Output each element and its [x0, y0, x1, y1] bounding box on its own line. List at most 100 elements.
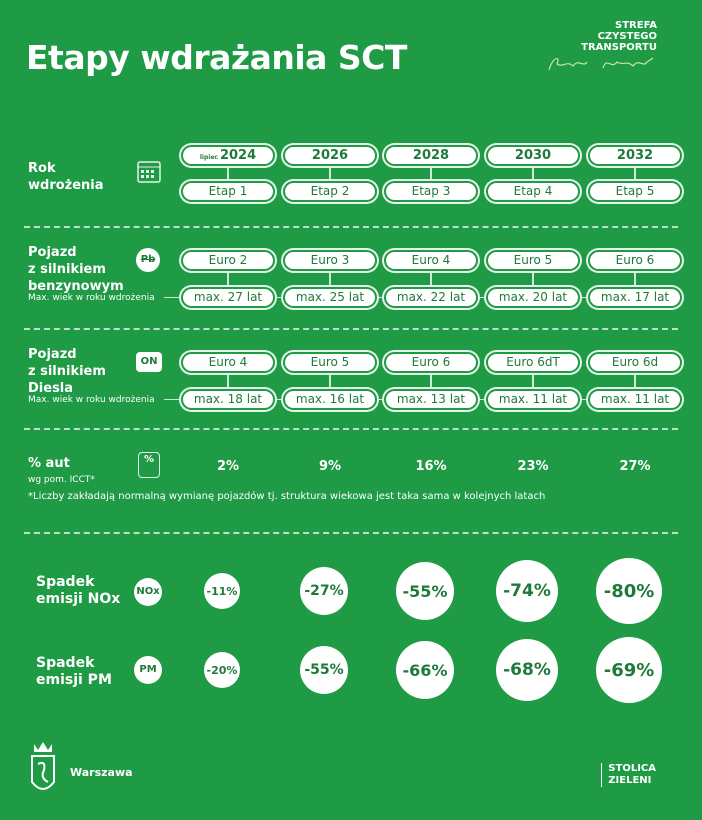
calendar-icon — [137, 161, 161, 183]
petrol-pb-icon: Pb — [136, 248, 160, 272]
max-age-label: Max. wiek w roku wdrożenia — [28, 395, 155, 405]
max-age-pill: max. 13 lat — [384, 389, 478, 410]
max-age-label: Max. wiek w roku wdrożenia — [28, 293, 155, 303]
stage-pill: Etap 1 — [181, 181, 275, 202]
pm-reduction-circle: -69% — [596, 637, 662, 703]
connector-line — [227, 165, 229, 183]
euro-norm-pill: Euro 6 — [588, 250, 682, 271]
divider — [24, 328, 678, 330]
connector-line — [430, 270, 432, 289]
connector-line — [430, 372, 432, 391]
label-line: Rok — [28, 161, 56, 176]
label-line: Pojazd — [28, 245, 77, 260]
label-line: Spadek — [36, 655, 95, 671]
connector-line — [634, 165, 636, 183]
nox-reduction-circle: -80% — [596, 558, 662, 624]
nox-reduction-circle: -27% — [300, 567, 348, 615]
connector-line — [329, 270, 331, 289]
connector-line — [430, 165, 432, 183]
connector-line — [532, 270, 534, 289]
pm-reduction-circle: -20% — [204, 652, 240, 688]
euro-norm-pill: Euro 3 — [283, 250, 377, 271]
euro-norm-pill: Euro 2 — [181, 250, 275, 271]
year-pill: 2028 — [384, 145, 478, 166]
divider — [24, 428, 678, 430]
euro-norm-pill: Euro 6 — [384, 352, 478, 373]
label-line: % aut — [28, 456, 70, 471]
connector-line — [634, 270, 636, 289]
connector-line — [227, 372, 229, 391]
stolica-zieleni-logo: STOLICA ZIELENI — [601, 763, 656, 787]
max-age-pill: max. 11 lat — [588, 389, 682, 410]
stage-pill: Etap 5 — [588, 181, 682, 202]
year-prefix: lipiec — [199, 154, 218, 161]
year-pill: 2030 — [486, 145, 580, 166]
share-value: 16% — [415, 459, 447, 474]
nox-reduction-circle: -74% — [496, 560, 558, 622]
year-label: Rok wdrożenia — [28, 160, 104, 194]
brand-line: STREFA — [615, 20, 657, 31]
label-line: Spadek — [36, 574, 95, 590]
label-line: z silnikiem — [28, 364, 106, 379]
max-age-pill: max. 27 lat — [181, 287, 275, 308]
year-pill: 2026 — [283, 145, 377, 166]
max-age-pill: max. 25 lat — [283, 287, 377, 308]
nox-label: Spadek emisji NOx — [36, 574, 120, 608]
nox-icon: NOx — [134, 578, 162, 606]
logo-line: STOLICA — [608, 763, 656, 774]
label-line: Diesla — [28, 381, 74, 396]
label-line: Pojazd — [28, 347, 77, 362]
label-line: benzynowym — [28, 279, 124, 294]
stage-pill: Etap 2 — [283, 181, 377, 202]
label-line: wdrożenia — [28, 178, 104, 193]
connector-line — [532, 372, 534, 391]
euro-norm-pill: Euro 4 — [181, 352, 275, 373]
year-value: 2024 — [219, 148, 257, 163]
pm-reduction-circle: -68% — [496, 639, 558, 701]
pm-icon: PM — [134, 656, 162, 684]
share-value: 27% — [619, 459, 651, 474]
year-pill: lipiec 2024 — [181, 145, 275, 166]
divider — [24, 532, 678, 534]
brand-line: CZYSTEGO — [597, 31, 657, 42]
brand-line: TRANSPORTU — [581, 42, 657, 53]
pm-reduction-circle: -66% — [396, 641, 454, 699]
label-line: emisji NOx — [36, 591, 121, 607]
diesel-label: Pojazd z silnikiem Diesla — [28, 346, 106, 397]
label-line: wg pom. ICCT* — [28, 475, 95, 485]
connector-line — [329, 372, 331, 391]
sct-logo: STREFA CZYSTEGO TRANSPORTU — [581, 20, 657, 53]
car-percent-icon: % — [138, 452, 160, 478]
signature-icon — [548, 57, 654, 71]
warsaw-crest-icon — [31, 742, 55, 790]
label-line: emisji PM — [36, 672, 112, 688]
euro-norm-pill: Euro 5 — [486, 250, 580, 271]
max-age-pill: max. 17 lat — [588, 287, 682, 308]
footnote: *Liczby zakładają normalną wymianę pojaz… — [28, 491, 546, 502]
connector-line — [227, 270, 229, 289]
share-value: 9% — [318, 459, 342, 474]
max-age-pill: max. 16 lat — [283, 389, 377, 410]
warsaw-logo-text: Warszawa — [70, 766, 133, 779]
stage-pill: Etap 4 — [486, 181, 580, 202]
nox-reduction-circle: -11% — [204, 573, 240, 609]
year-pill: 2032 — [588, 145, 682, 166]
max-age-pill: max. 22 lat — [384, 287, 478, 308]
divider — [24, 226, 678, 228]
page-title: Etapy wdrażania SCT — [26, 38, 407, 77]
euro-norm-pill: Euro 6dT — [486, 352, 580, 373]
max-age-pill: max. 20 lat — [486, 287, 580, 308]
pm-label: Spadek emisji PM — [36, 655, 112, 689]
diesel-on-icon: ON — [136, 352, 162, 372]
share-value: 23% — [517, 459, 549, 474]
logo-line: ZIELENI — [608, 775, 652, 786]
share-value: 2% — [216, 459, 240, 474]
stage-pill: Etap 3 — [384, 181, 478, 202]
max-age-pill: max. 11 lat — [486, 389, 580, 410]
connector-line — [634, 372, 636, 391]
euro-norm-pill: Euro 6d — [588, 352, 682, 373]
euro-norm-pill: Euro 5 — [283, 352, 377, 373]
label-line: z silnikiem — [28, 262, 106, 277]
petrol-label: Pojazd z silnikiem benzynowym — [28, 244, 124, 295]
euro-norm-pill: Euro 4 — [384, 250, 478, 271]
